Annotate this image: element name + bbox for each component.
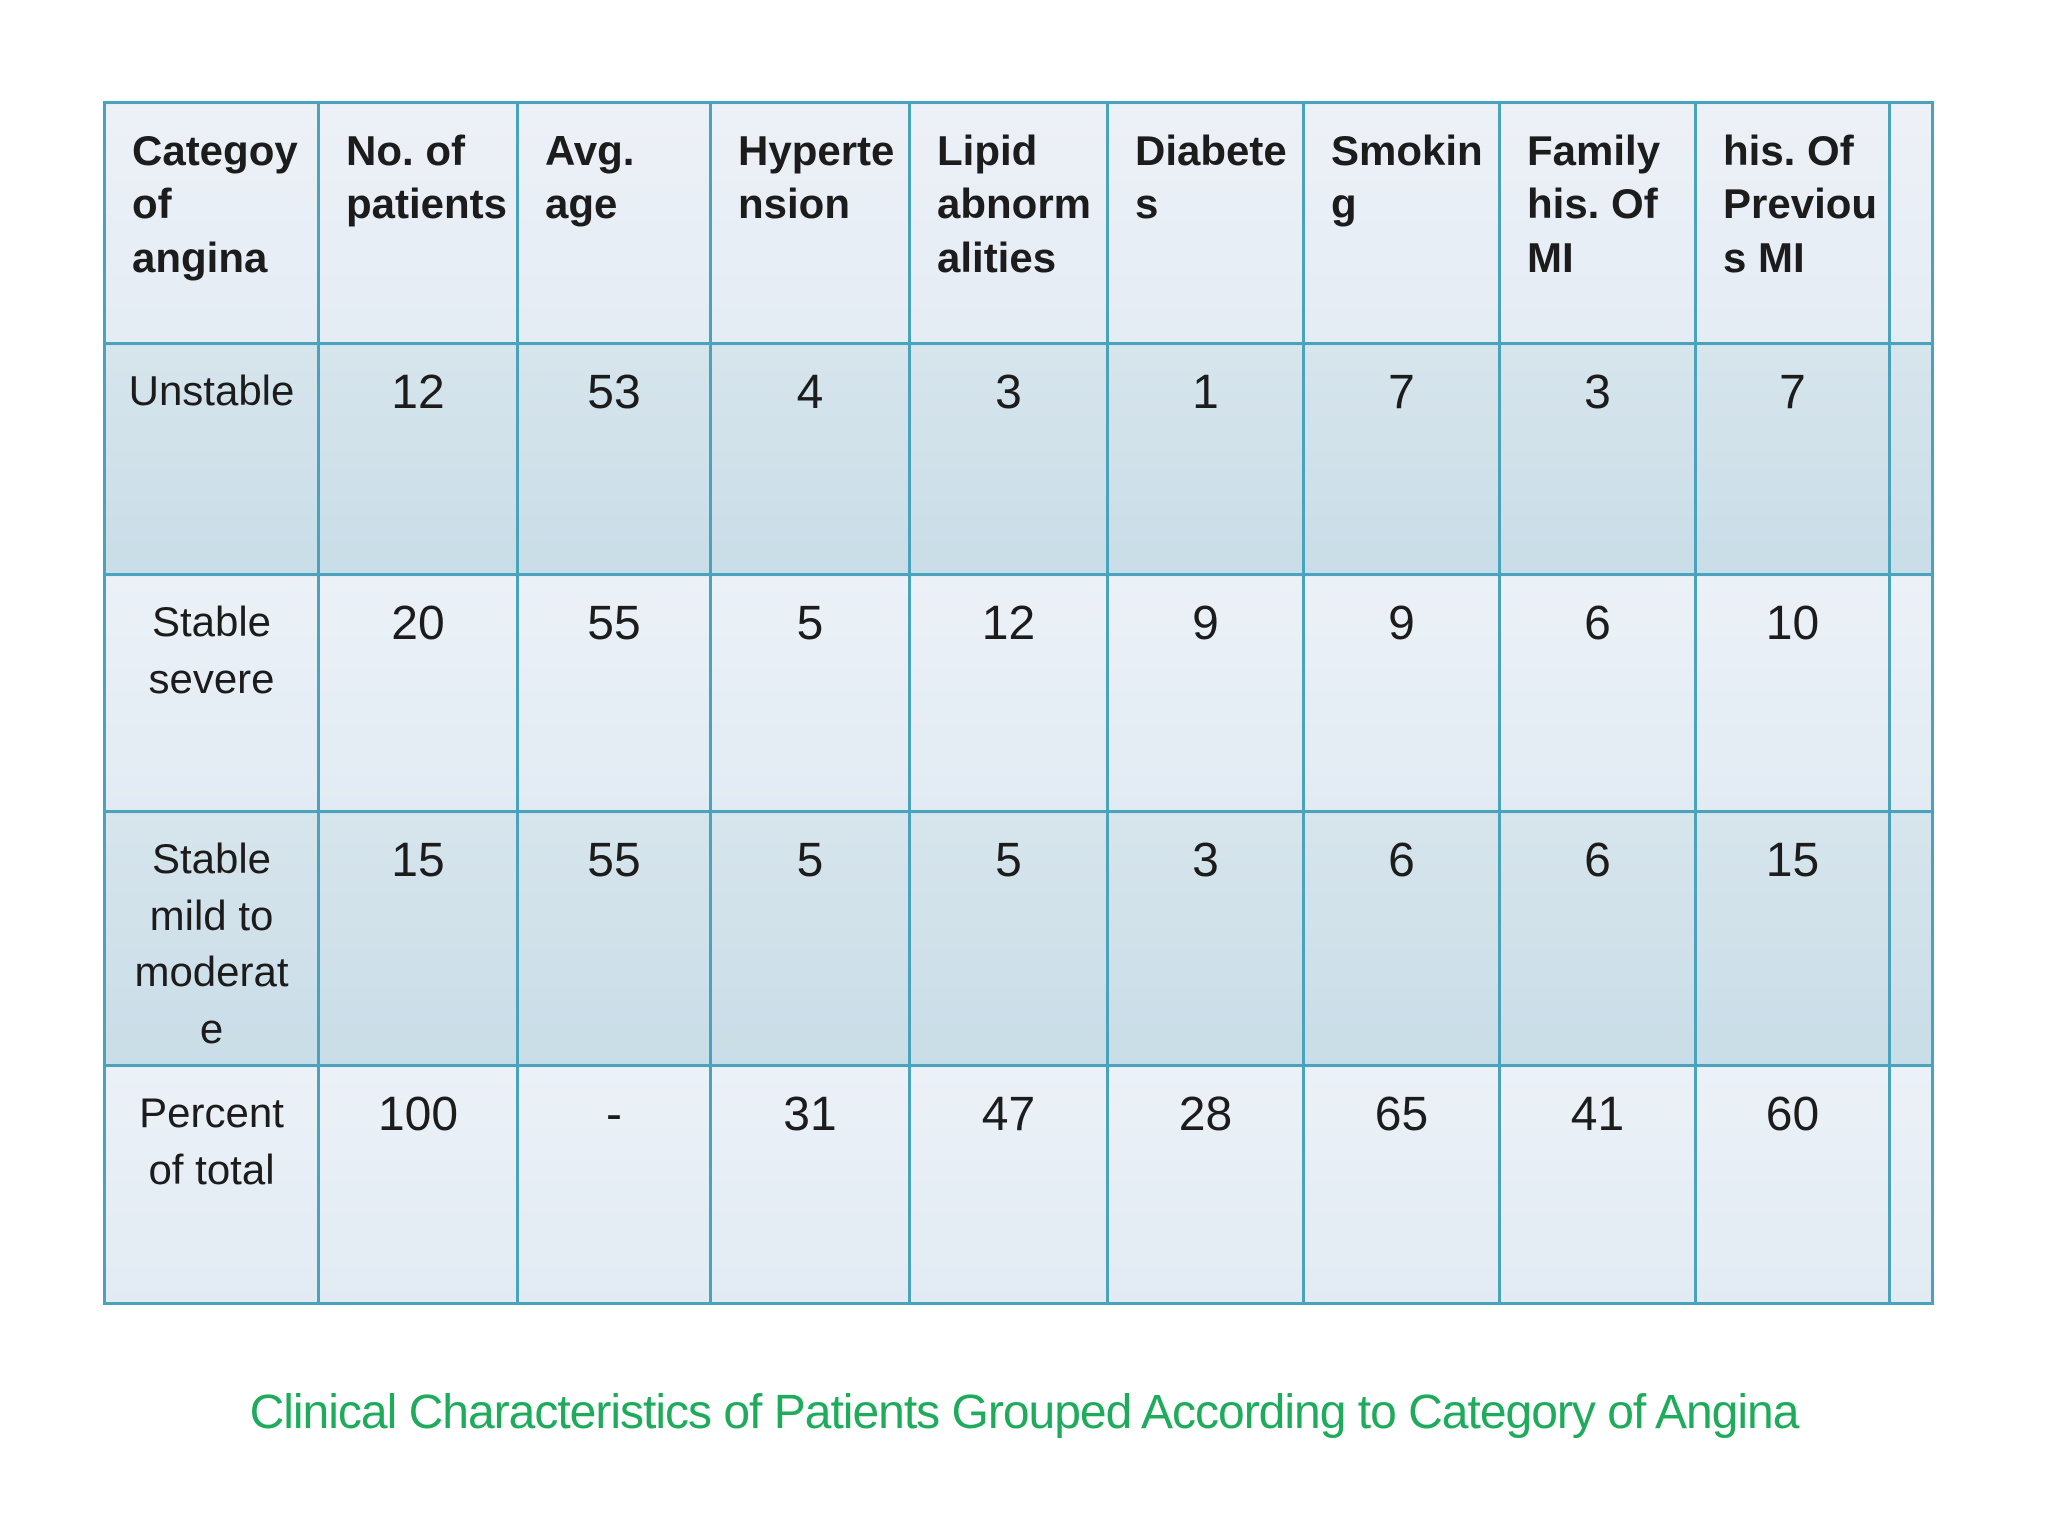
cell-lipid-abnormalities: 5	[908, 810, 1109, 1067]
cell-no-of-patients: 15	[317, 810, 519, 1067]
cell-hypertension: 5	[709, 573, 911, 813]
cell-lipid-abnormalities: 3	[908, 342, 1109, 576]
cell-his-of-previous-mi: 7	[1694, 342, 1891, 576]
cell-family-his-of-mi: 6	[1498, 573, 1697, 813]
cell-diabetes: 3	[1106, 810, 1305, 1067]
cell-smoking: 65	[1302, 1064, 1501, 1305]
cell-diabetes: 1	[1106, 342, 1305, 576]
header-diabetes: Diabete s	[1106, 101, 1305, 345]
cell-family-his-of-mi: 6	[1498, 810, 1697, 1067]
table-row-unstable: Unstable 12 53 4 3 1 7 3 7	[103, 342, 1934, 576]
angina-characteristics-table: Categoy of angina No. of patients Avg. a…	[103, 101, 1934, 1305]
header-category-of-angina: Categoy of angina	[103, 101, 320, 345]
table-row-percent-of-total: Percent of total 100 - 31 47 28 65 41 60	[103, 1064, 1934, 1305]
cell-smoking: 6	[1302, 810, 1501, 1067]
cell-hypertension: 31	[709, 1064, 911, 1305]
cell-smoking: 7	[1302, 342, 1501, 576]
table-row-stable-mild-to-moderate: Stable mild to moderat e 15 55 5 5 3 6 6…	[103, 810, 1934, 1067]
cell-empty	[1888, 1064, 1934, 1305]
cell-family-his-of-mi: 41	[1498, 1064, 1697, 1305]
cell-diabetes: 28	[1106, 1064, 1305, 1305]
cell-no-of-patients: 100	[317, 1064, 519, 1305]
cell-his-of-previous-mi: 10	[1694, 573, 1891, 813]
cell-no-of-patients: 12	[317, 342, 519, 576]
header-lipid-abnormalities: Lipid abnorm alities	[908, 101, 1109, 345]
header-empty-column	[1888, 101, 1934, 345]
row-label: Stable severe	[103, 573, 320, 813]
cell-smoking: 9	[1302, 573, 1501, 813]
cell-empty	[1888, 342, 1934, 576]
cell-family-his-of-mi: 3	[1498, 342, 1697, 576]
header-his-of-previous-mi: his. Of Previou s MI	[1694, 101, 1891, 345]
row-label: Percent of total	[103, 1064, 320, 1305]
cell-no-of-patients: 20	[317, 573, 519, 813]
cell-hypertension: 5	[709, 810, 911, 1067]
cell-his-of-previous-mi: 60	[1694, 1064, 1891, 1305]
cell-lipid-abnormalities: 12	[908, 573, 1109, 813]
header-smoking: Smokin g	[1302, 101, 1501, 345]
cell-avg-age: 55	[516, 810, 712, 1067]
cell-avg-age: 53	[516, 342, 712, 576]
cell-avg-age: 55	[516, 573, 712, 813]
header-avg-age: Avg. age	[516, 101, 712, 345]
cell-empty	[1888, 573, 1934, 813]
cell-hypertension: 4	[709, 342, 911, 576]
header-hypertension: Hyperte nsion	[709, 101, 911, 345]
cell-lipid-abnormalities: 47	[908, 1064, 1109, 1305]
cell-empty	[1888, 810, 1934, 1067]
row-label: Unstable	[103, 342, 320, 576]
cell-his-of-previous-mi: 15	[1694, 810, 1891, 1067]
table-row-stable-severe: Stable severe 20 55 5 12 9 9 6 10	[103, 573, 1934, 813]
header-no-of-patients: No. of patients	[317, 101, 519, 345]
table-header-row: Categoy of angina No. of patients Avg. a…	[103, 101, 1934, 345]
header-family-his-of-mi: Family his. Of MI	[1498, 101, 1697, 345]
cell-diabetes: 9	[1106, 573, 1305, 813]
cell-avg-age: -	[516, 1064, 712, 1305]
row-label: Stable mild to moderat e	[103, 810, 320, 1067]
slide-caption: Clinical Characteristics of Patients Gro…	[249, 1386, 1800, 1439]
